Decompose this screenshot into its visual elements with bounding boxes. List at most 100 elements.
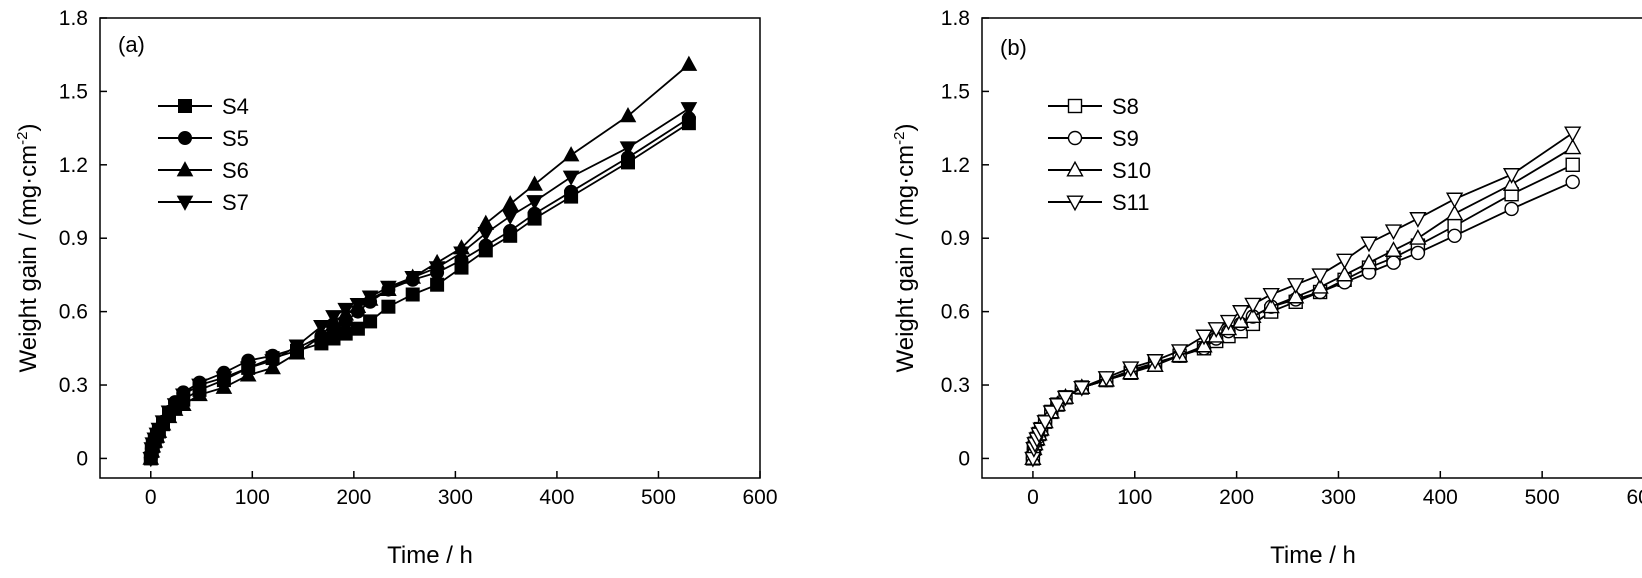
data-point-s11	[1564, 126, 1582, 143]
y-tick-label: 1.2	[941, 154, 970, 177]
data-point-s11	[1170, 344, 1189, 361]
data-point-s7	[404, 271, 422, 287]
x-tick-label: 200	[1219, 486, 1254, 509]
data-point-s4	[363, 314, 378, 329]
legend-label: S8	[1112, 94, 1139, 119]
panel-label: (b)	[1000, 35, 1027, 60]
data-point-s7	[160, 405, 178, 421]
plot-frame	[981, 17, 1642, 479]
data-point-s11	[1207, 322, 1225, 338]
y-axis-label: Weight gain / (mg·cm-2)	[891, 124, 919, 373]
data-point-s11	[1122, 361, 1140, 378]
data-point-s7	[325, 310, 342, 326]
data-point-s7	[215, 371, 233, 387]
data-point-s4	[338, 326, 353, 341]
data-point-s10	[1445, 204, 1464, 221]
y-axis-label-end: )	[892, 124, 919, 132]
data-point-s11	[1384, 224, 1403, 241]
data-point-s7	[380, 280, 397, 296]
data-point-s7	[501, 209, 519, 226]
data-point-s11	[1311, 268, 1329, 285]
series-layer	[1024, 126, 1582, 468]
y-tick-label: 0.9	[941, 227, 970, 250]
legend-label: S5	[222, 126, 249, 151]
data-point-s7	[239, 361, 257, 377]
x-tick-label: 600	[1626, 486, 1642, 509]
legend-label: S10	[1112, 158, 1151, 183]
data-point-s11	[1232, 305, 1250, 321]
y-axis-label-end: )	[15, 124, 42, 132]
x-tick-label: 500	[641, 486, 676, 509]
x-axis-label: Time / h	[1270, 542, 1356, 569]
y-axis-ticks: 0 0.3 0.6 0.9 1.2 1.5 1.8	[941, 7, 989, 470]
data-point-s6	[526, 175, 543, 191]
data-point-s11	[1244, 297, 1262, 314]
data-point-s7	[477, 226, 495, 243]
data-point-s6	[680, 55, 698, 71]
data-point-s7	[361, 290, 379, 306]
data-point-s7	[562, 170, 580, 186]
data-point-s4	[350, 321, 365, 336]
data-point-s10	[1262, 297, 1280, 314]
data-point-s11	[1048, 398, 1067, 414]
data-point-s11	[1219, 314, 1238, 331]
legend-marker-square	[178, 99, 192, 113]
data-point-s11	[1335, 253, 1354, 270]
legend-marker-triangle-up	[176, 161, 194, 177]
data-point-s7	[428, 261, 446, 277]
y-tick-label: 0	[76, 447, 88, 470]
legend-label: S4	[222, 94, 249, 119]
data-point-s10	[1564, 138, 1582, 155]
legend-marker-circle	[178, 131, 192, 145]
series-line-s9	[1032, 181, 1574, 459]
legend-marker-square	[1067, 98, 1083, 114]
chart-panel-a: 0 100 200 300 400 500 600 00.30.60.91.21.51.8 …	[14, 7, 778, 569]
plot-frame	[99, 17, 761, 479]
legend-label: S9	[1112, 126, 1139, 151]
y-tick-label: 1.8	[941, 7, 970, 30]
y-axis-label-sup: -2	[14, 132, 31, 145]
data-point-s4	[405, 287, 420, 302]
x-tick-label: 500	[1525, 486, 1560, 509]
x-tick-label: 400	[539, 486, 574, 509]
data-point-s11	[1409, 212, 1427, 228]
y-axis-label-sup: -2	[891, 132, 908, 145]
legend-item-s7: S7	[158, 190, 249, 215]
data-point-s11	[1056, 390, 1075, 407]
data-point-s11	[1287, 278, 1305, 294]
legend-marker-triangle-down	[1066, 195, 1084, 212]
data-point-s7	[264, 354, 281, 370]
data-point-s11	[1262, 287, 1280, 304]
legend-item-s11: S11	[1048, 190, 1150, 215]
y-tick-label: 0.3	[941, 374, 970, 397]
legend-item-s10: S10	[1048, 158, 1151, 183]
legend-item-s4: S4	[158, 94, 249, 119]
x-tick-label: 300	[438, 486, 473, 509]
data-point-s7	[337, 302, 355, 319]
y-tick-label: 1.5	[59, 80, 88, 103]
x-axis-ticks: 0 100 200 300 400 500 600	[145, 471, 778, 509]
data-point-s4	[430, 277, 445, 292]
y-tick-label: 0.3	[59, 374, 88, 397]
y-tick-label: 1.8	[59, 7, 88, 30]
legend: S4 S5 S6 S7	[158, 94, 249, 215]
data-point-s7	[526, 195, 543, 211]
y-tick-label: 0.6	[59, 301, 88, 324]
legend-item-s9: S9	[1048, 126, 1139, 151]
data-point-s9	[1386, 255, 1401, 270]
data-point-s11	[1445, 192, 1464, 209]
x-axis-label: Time / h	[387, 542, 473, 569]
y-axis-label-main: Weight gain / (mg·cm	[892, 145, 919, 373]
x-tick-label: 600	[742, 486, 777, 509]
y-tick-label: 0.6	[941, 301, 970, 324]
x-tick-label: 100	[235, 486, 270, 509]
data-point-s6	[562, 146, 580, 162]
series-layer	[142, 55, 698, 468]
data-point-s7	[349, 297, 367, 314]
data-point-s7	[619, 141, 637, 157]
data-point-s10	[1384, 241, 1403, 257]
legend-marker-triangle-down	[176, 195, 194, 211]
data-point-s9	[1504, 201, 1519, 217]
